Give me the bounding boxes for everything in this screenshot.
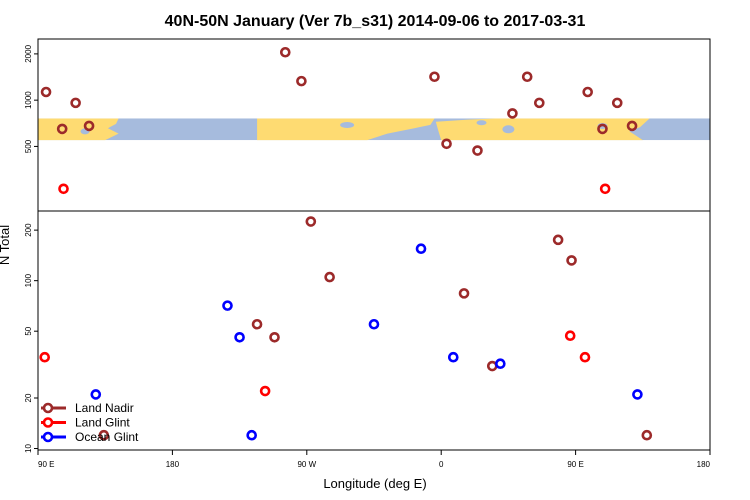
- legend-marker-ocean-glint: [42, 431, 54, 443]
- point-land-nadir: [296, 75, 307, 87]
- y-tick-label-upper: 1000: [24, 91, 33, 109]
- x-tick-label: 90 E: [567, 460, 583, 469]
- y-tick-label-upper: 500: [24, 139, 33, 153]
- x-tick-label: 90 E: [38, 460, 54, 469]
- legend-marker-land-glint: [42, 417, 54, 428]
- point-land-nadir: [521, 71, 533, 83]
- point-ocean-glint: [495, 358, 506, 370]
- legend-label-land-glint: Land Glint: [75, 416, 130, 430]
- point-ocean-glint: [447, 351, 459, 363]
- x-tick-label: 180: [166, 460, 180, 469]
- point-land-glint: [58, 183, 69, 195]
- point-land-nadir: [566, 255, 577, 266]
- point-land-glint: [39, 351, 51, 363]
- point-land-nadir: [83, 120, 95, 132]
- point-land-nadir: [582, 86, 593, 98]
- point-ocean-glint: [90, 389, 102, 400]
- point-land-nadir: [40, 86, 52, 98]
- point-land-nadir: [597, 123, 608, 135]
- point-land-nadir: [458, 288, 470, 299]
- y-axis-upper: 500 1000 2000: [24, 44, 38, 153]
- map-water-0: [502, 125, 515, 134]
- point-ocean-glint: [368, 318, 380, 330]
- x-axis-label: Longitude (deg E): [323, 476, 426, 491]
- point-land-glint: [259, 385, 271, 397]
- point-land-nadir: [324, 271, 335, 283]
- legend-label-land-nadir: Land Nadir: [75, 401, 134, 415]
- point-ocean-glint: [415, 243, 427, 255]
- chart-title: 40N-50N January (Ver 7b_s31) 2014-09-06 …: [165, 13, 586, 30]
- point-land-nadir: [98, 429, 110, 441]
- x-tick-label: 0: [439, 460, 444, 469]
- point-land-nadir: [611, 97, 623, 109]
- y-tick-label-lower: 50: [24, 326, 33, 335]
- point-land-glint: [564, 330, 576, 342]
- y-axis-lower: 10 20 50 100 200: [24, 223, 38, 453]
- point-land-nadir: [305, 216, 317, 227]
- y-axis-label: N Total: [0, 225, 12, 265]
- map-land-europe-asia: [435, 118, 650, 141]
- point-land-nadir: [552, 234, 564, 246]
- x-tick-label: 180: [697, 460, 711, 469]
- point-land-nadir: [429, 71, 440, 83]
- map-land-north-america: [257, 118, 435, 141]
- plot-frame: [37, 38, 711, 451]
- point-ocean-glint: [246, 429, 257, 441]
- legend-marker-land-nadir: [42, 402, 54, 414]
- legend-label-ocean-glint: Ocean Glint: [75, 430, 139, 444]
- point-land-nadir: [441, 138, 452, 150]
- point-land-nadir: [507, 108, 518, 119]
- point-ocean-glint: [234, 331, 245, 343]
- map-water-4: [340, 121, 355, 128]
- point-land-nadir: [641, 429, 653, 441]
- map-water-1: [476, 120, 487, 126]
- data-points: [39, 46, 653, 441]
- point-land-nadir: [472, 145, 483, 156]
- point-land-glint: [599, 183, 611, 195]
- point-ocean-glint: [222, 300, 233, 311]
- y-tick-label-lower: 20: [24, 393, 33, 402]
- point-land-nadir: [626, 120, 638, 132]
- map-land-asia: [38, 118, 119, 141]
- point-land-glint: [579, 351, 591, 363]
- y-tick-label-lower: 100: [24, 273, 33, 287]
- x-axis: 90 E 180 90 W 0 90 E 180: [37, 450, 711, 469]
- map-band: [38, 118, 710, 141]
- point-land-nadir: [534, 97, 545, 109]
- point-ocean-glint: [632, 389, 643, 400]
- point-land-nadir: [251, 318, 263, 330]
- point-land-nadir: [56, 123, 68, 135]
- point-land-nadir: [279, 46, 291, 58]
- point-land-nadir: [70, 97, 81, 109]
- y-tick-label-upper: 2000: [24, 44, 33, 62]
- y-tick-label-lower: 200: [24, 223, 33, 237]
- y-tick-label-lower: 10: [24, 444, 33, 453]
- point-land-nadir: [269, 331, 280, 343]
- x-tick-label: 90 W: [297, 460, 316, 469]
